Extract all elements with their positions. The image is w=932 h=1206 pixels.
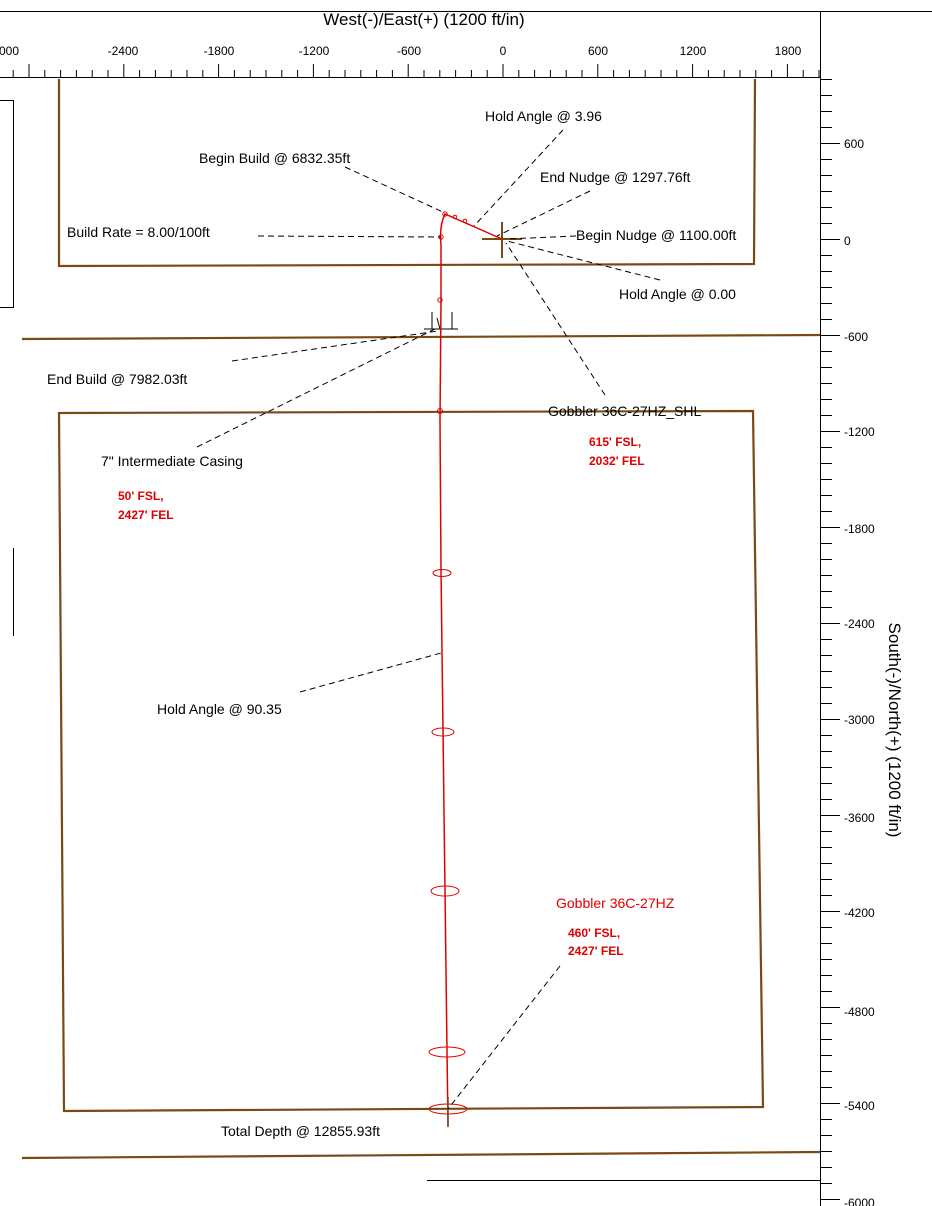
y-tick-labels: 600 0 -600 -1200 -1800 -2400 -3000 -3600…	[844, 137, 875, 1206]
survey-point	[462, 218, 468, 224]
hold-angle-3-96-label: Hold Angle @ 3.96	[485, 108, 602, 124]
surface-location-marker	[482, 222, 522, 258]
bhl-location-line-1: 460' FSL,	[568, 926, 620, 940]
frame	[0, 11, 932, 1206]
x-tick-label: 0	[500, 44, 507, 58]
x-tick-label: -1800	[204, 44, 235, 58]
uncertainty-ellipse	[430, 885, 460, 897]
lease-location-line-1: 50' FSL,	[118, 489, 164, 503]
y-tick-label: -2400	[844, 617, 875, 631]
well-labels: 615' FSL, 2032' FEL 50' FSL, 2427' FEL G…	[118, 435, 675, 958]
lease-location-line-2: 2427' FEL	[118, 508, 174, 522]
end-build-label: End Build @ 7982.03ft	[47, 371, 187, 387]
bhl-location-line-2: 2427' FEL	[568, 944, 624, 958]
x-tick-label: -1200	[299, 44, 330, 58]
survey-point	[437, 408, 443, 414]
x-axis-ticks	[0, 64, 820, 78]
total-depth-label: Total Depth @ 12855.93ft	[221, 1123, 380, 1139]
uncertainty-ellipse	[431, 727, 455, 737]
annotation-leaders	[196, 129, 661, 1110]
shl-location-line-1: 615' FSL,	[589, 435, 641, 449]
y-tick-label: -600	[844, 330, 868, 344]
lease-boundaries	[21, 78, 821, 1160]
survey-point	[452, 214, 458, 220]
y-tick-label: -4200	[844, 906, 875, 920]
y-tick-label: -3000	[844, 713, 875, 727]
end-nudge-label: End Nudge @ 1297.76ft	[540, 169, 691, 185]
y-tick-label: 600	[844, 137, 864, 151]
y-tick-label: -3600	[844, 811, 875, 825]
annotations: Hold Angle @ 3.96 Begin Build @ 6832.35f…	[47, 108, 736, 1139]
shl-location-line-2: 2032' FEL	[589, 454, 645, 468]
x-axis-title: West(-)/East(+) (1200 ft/in)	[323, 10, 524, 29]
section-line-lower	[21, 1150, 821, 1160]
begin-nudge-label: Begin Nudge @ 1100.00ft	[576, 227, 736, 243]
lower-lease-boundary	[57, 409, 765, 1113]
intermediate-casing-label: 7" Intermediate Casing	[101, 453, 243, 469]
x-tick-label: 1200	[680, 44, 707, 58]
x-tick-label: 1800	[775, 44, 802, 58]
x-tick-label: 600	[588, 44, 608, 58]
y-axis-title: South(-)/North(+) (1200 ft/in)	[885, 623, 904, 838]
uncertainty-ellipse	[428, 1046, 466, 1058]
y-tick-label: -4800	[844, 1005, 875, 1019]
upper-lease-boundary	[57, 78, 757, 268]
hold-angle-0-00-label: Hold Angle @ 0.00	[619, 286, 736, 302]
y-tick-label: 0	[844, 234, 851, 248]
shl-target-label: Gobbler 36C-27HZ_SHL	[548, 403, 702, 419]
survey-point	[442, 211, 448, 217]
y-tick-label: -1200	[844, 425, 875, 439]
begin-build-label: Begin Build @ 6832.35ft	[199, 150, 350, 166]
uncertainty-ellipse	[432, 569, 452, 577]
y-tick-label: -6000	[844, 1196, 875, 1206]
x-tick-labels: 000 -2400 -1800 -1200 -600 0 600 1200 18…	[0, 44, 802, 58]
y-tick-label: -5400	[844, 1099, 875, 1113]
y-tick-label: -1800	[844, 522, 875, 536]
hold-angle-90-35-label: Hold Angle @ 90.35	[157, 701, 282, 717]
section-line-upper	[21, 333, 821, 341]
build-rate-label: Build Rate = 8.00/100ft	[67, 224, 210, 240]
x-tick-label: -600	[397, 44, 421, 58]
y-axis-ticks	[820, 79, 840, 1200]
wellpath-line	[439, 213, 503, 1127]
survey-point	[437, 297, 443, 303]
bhl-well-name: Gobbler 36C-27HZ	[556, 895, 675, 911]
x-tick-label: -2400	[108, 44, 139, 58]
wellpath	[428, 211, 503, 1127]
x-tick-label: 000	[0, 44, 19, 58]
